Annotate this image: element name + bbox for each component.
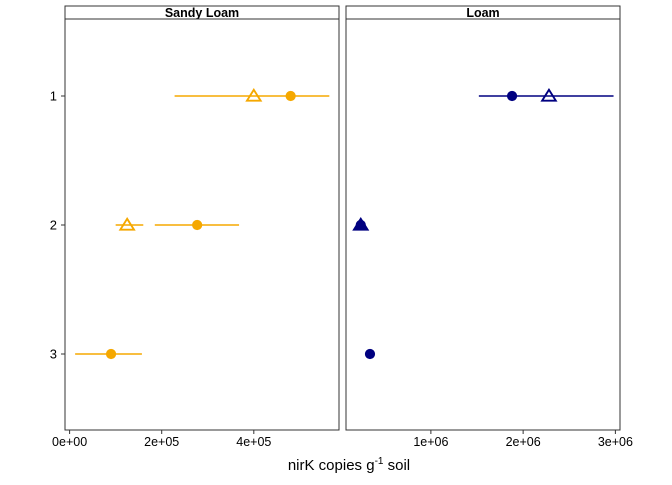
panel-title: Loam: [466, 6, 499, 20]
y-tick-label: 3: [50, 347, 57, 362]
panel-border: [345, 18, 621, 431]
x-axis-title: nirK copies g-1 soil: [288, 456, 410, 474]
x-tick-label: 4e+05: [236, 435, 271, 449]
panels: Sandy Loam 0e+00 2e+05 4e+05 Loam 1e+06 2e+06 3…: [52, 5, 633, 449]
panel-sandy-loam: Sandy Loam 0e+00 2e+05 4e+05: [52, 5, 340, 449]
panel-loam: Loam 1e+06 2e+06 3e+06: [345, 5, 633, 449]
data-point-circle: [285, 90, 296, 102]
data-point-triangle: [245, 88, 263, 102]
data-point-circle: [105, 348, 117, 360]
x-tick-label: 0e+00: [52, 435, 87, 449]
x-tick-label: 1e+06: [413, 435, 448, 449]
panel-title: Sandy Loam: [165, 6, 239, 20]
x-tick-label: 3e+06: [598, 435, 633, 449]
data-point-circle: [355, 219, 366, 231]
y-tick-label: 2: [50, 218, 57, 233]
data-point-circle: [364, 348, 376, 360]
y-tick-label: 1: [50, 89, 57, 104]
data-point-circle: [192, 219, 203, 231]
data-point-circle: [506, 90, 518, 102]
data-point-triangle: [540, 88, 558, 102]
x-axis-title-prefix: nirK copies g: [288, 457, 375, 474]
x-tick-label: 2e+06: [506, 435, 541, 449]
x-axis-title-suffix: soil: [383, 457, 410, 474]
x-tick-label: 2e+05: [144, 435, 179, 449]
x-axis-title-superscript: -1: [375, 456, 384, 467]
y-axis: 1 2 3: [50, 89, 65, 362]
data-point-triangle: [118, 217, 136, 231]
